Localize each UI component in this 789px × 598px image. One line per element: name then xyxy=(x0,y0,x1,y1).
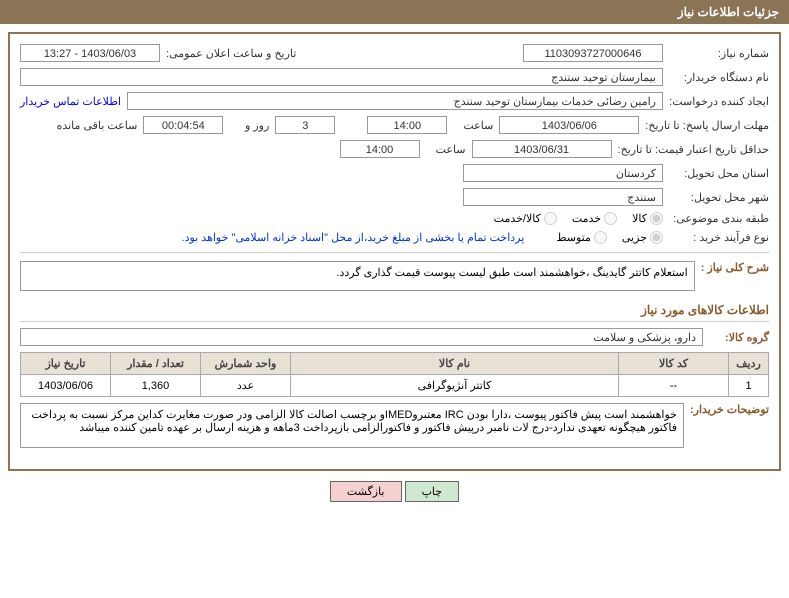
validity-label: حداقل تاریخ اعتبار قیمت: تا تاریخ: xyxy=(618,143,769,156)
hour-label-2: ساعت xyxy=(426,143,466,156)
th-row: ردیف xyxy=(729,353,769,375)
table-header-row: ردیف کد کالا نام کالا واحد شمارش تعداد /… xyxy=(21,353,769,375)
deadline-time: 14:00 xyxy=(367,116,447,134)
th-name: نام کالا xyxy=(291,353,619,375)
group-field: دارو، پزشکی و سلامت xyxy=(20,328,703,346)
radio-both[interactable]: کالا/خدمت xyxy=(494,212,557,225)
cell-code: -- xyxy=(619,375,729,397)
radio-partial[interactable]: جزیی xyxy=(622,231,663,244)
th-unit: واحد شمارش xyxy=(201,353,291,375)
announce-label: تاریخ و ساعت اعلان عمومی: xyxy=(166,47,296,60)
need-number-field: 1103093727000646 xyxy=(523,44,663,62)
cell-name: کاتتر آنژیوگرافی xyxy=(291,375,619,397)
button-row: چاپ بازگشت xyxy=(0,481,789,502)
buyer-org-label: نام دستگاه خریدار: xyxy=(669,71,769,84)
city-field: سنندج xyxy=(463,188,663,206)
process-label: نوع فرآیند خرید : xyxy=(669,231,769,244)
desc-title-text: استعلام کاتتر گایدینگ ،خواهشمند است طبق … xyxy=(20,261,695,291)
page-header: جزئیات اطلاعات نیاز xyxy=(0,0,789,24)
countdown: 00:04:54 xyxy=(143,116,223,134)
validity-date: 1403/06/31 xyxy=(472,140,612,158)
requester-field: رامین رضائی خدمات بیمارستان توحید سنندج xyxy=(127,92,663,110)
remaining-label: ساعت باقی مانده xyxy=(57,119,138,132)
group-label: گروه کالا: xyxy=(709,331,769,344)
th-qty: تعداد / مقدار xyxy=(111,353,201,375)
requester-label: ایجاد کننده درخواست: xyxy=(669,95,769,108)
print-button[interactable]: چاپ xyxy=(405,481,460,502)
form-panel: شماره نیاز: 1103093727000646 تاریخ و ساع… xyxy=(8,32,781,471)
announce-value: 1403/06/03 - 13:27 xyxy=(20,44,160,62)
contact-link[interactable]: اطلاعات تماس خریدار xyxy=(20,95,121,108)
cell-row: 1 xyxy=(729,375,769,397)
province-field: کردستان xyxy=(463,164,663,182)
days-left: 3 xyxy=(275,116,335,134)
payment-note: پرداخت تمام یا بخشی از مبلغ خرید،از محل … xyxy=(182,231,525,244)
radio-goods[interactable]: کالا xyxy=(632,212,663,225)
goods-section-title: اطلاعات کالاهای مورد نیاز xyxy=(20,299,769,322)
cell-unit: عدد xyxy=(201,375,291,397)
header-title: جزئیات اطلاعات نیاز xyxy=(678,5,779,19)
deadline-label: مهلت ارسال پاسخ: تا تاریخ: xyxy=(645,119,769,132)
th-code: کد کالا xyxy=(619,353,729,375)
cell-date: 1403/06/06 xyxy=(21,375,111,397)
th-date: تاریخ نیاز xyxy=(21,353,111,375)
buyer-note-text: خواهشمند است پیش فاکتور پیوست ،دارا بودن… xyxy=(20,403,684,448)
radio-medium[interactable]: متوسط xyxy=(556,231,607,244)
buyer-note-label: توضیحات خریدار: xyxy=(690,403,769,416)
desc-title-label: شرح کلی نیاز : xyxy=(701,261,769,274)
back-button[interactable]: بازگشت xyxy=(330,481,402,502)
table-row: 1 -- کاتتر آنژیوگرافی عدد 1,360 1403/06/… xyxy=(21,375,769,397)
province-label: استان محل تحویل: xyxy=(669,167,769,180)
radio-service[interactable]: خدمت xyxy=(572,212,617,225)
city-label: شهر محل تحویل: xyxy=(669,191,769,204)
day-label: روز و xyxy=(229,119,269,132)
category-label: طبقه بندی موضوعی: xyxy=(669,212,769,225)
need-number-label: شماره نیاز: xyxy=(669,47,769,60)
buyer-org-field: بیمارستان توحید سنندج xyxy=(20,68,663,86)
hour-label-1: ساعت xyxy=(453,119,493,132)
validity-time: 14:00 xyxy=(340,140,420,158)
cell-qty: 1,360 xyxy=(111,375,201,397)
process-radio-group: جزیی متوسط xyxy=(556,231,663,244)
category-radio-group: کالا خدمت کالا/خدمت xyxy=(494,212,663,225)
goods-table: ردیف کد کالا نام کالا واحد شمارش تعداد /… xyxy=(20,352,769,397)
deadline-date: 1403/06/06 xyxy=(499,116,639,134)
